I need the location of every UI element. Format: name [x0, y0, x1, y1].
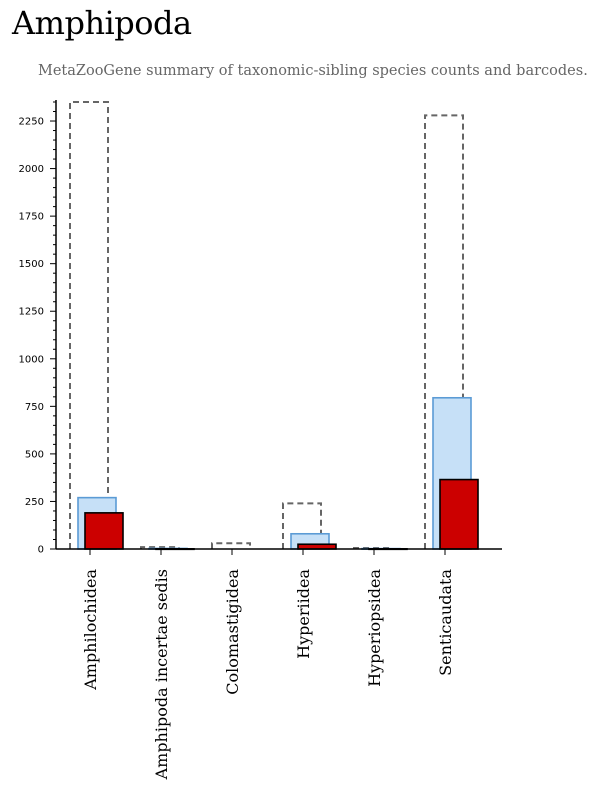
bar-species-outline: [424, 114, 464, 549]
y-tick-label: 250: [25, 497, 44, 508]
x-category-label: Amphipoda incertae sedis: [152, 569, 171, 780]
y-tick-label: 1500: [19, 259, 44, 270]
bar-species-outline: [282, 502, 322, 549]
y-tick-label: 2000: [19, 164, 44, 175]
page-subtitle: MetaZooGene summary of taxonomic-sibling…: [38, 63, 588, 79]
y-tick-label: 2250: [19, 117, 44, 128]
y-tick-label: 0: [38, 545, 44, 556]
bar-barcoded-red: [84, 512, 124, 550]
y-tick-label: 1250: [19, 307, 44, 318]
y-tick-label: 1000: [19, 354, 44, 365]
bar-species-outline: [211, 542, 251, 549]
x-category-label: Senticaudata: [436, 569, 455, 676]
x-category-label: Hyperiopsidea: [365, 569, 384, 687]
bar-barcoded-red: [439, 478, 479, 550]
y-tick-label: 750: [25, 402, 44, 413]
x-category-label: Colomastigidea: [223, 569, 242, 695]
axis-layer: [50, 100, 502, 555]
x-category-label: Amphilochidea: [81, 569, 100, 691]
x-category-label: Hyperiidea: [294, 569, 313, 659]
page-title: Amphipoda: [12, 4, 192, 42]
bar-species-outline: [69, 101, 109, 549]
y-tick-label: 1750: [19, 212, 44, 223]
bars-layer: [69, 101, 479, 551]
y-tick-label: 500: [25, 449, 44, 460]
labels-layer: 0 250 500 750 1000 1250 1500 1750 2000 2250 Amphil…: [19, 117, 455, 781]
